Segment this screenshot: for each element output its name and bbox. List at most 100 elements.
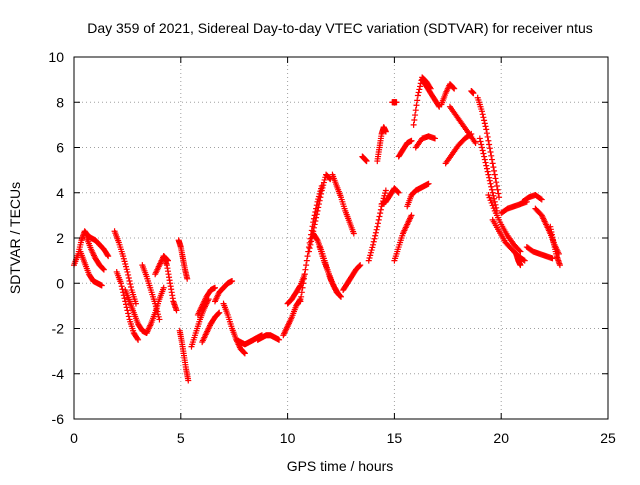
series-arc-45 — [485, 192, 524, 255]
data-point-marker — [486, 145, 493, 152]
data-point-marker — [485, 192, 492, 199]
y-tick-label: 0 — [56, 275, 64, 291]
data-point-marker — [556, 262, 563, 269]
data-point-marker — [375, 220, 382, 227]
data-point-marker — [491, 195, 498, 202]
data-point-marker — [104, 251, 111, 258]
data-point-marker — [305, 248, 312, 255]
data-point-marker — [316, 197, 323, 204]
data-point-marker — [301, 271, 308, 278]
data-point-marker — [216, 309, 223, 316]
data-point-marker — [125, 313, 132, 320]
series-arc-50 — [523, 244, 556, 262]
data-point-marker — [516, 247, 523, 254]
data-point-marker — [120, 253, 127, 260]
y-tick-label: 4 — [56, 185, 64, 201]
data-point-marker — [320, 179, 327, 186]
data-point-marker — [132, 300, 139, 307]
data-point-marker — [487, 197, 494, 204]
y-axis-label: SDTVAR / TECUs — [7, 182, 23, 294]
data-point-marker — [549, 255, 556, 262]
data-point-marker — [118, 283, 125, 290]
data-point-marker — [470, 90, 477, 97]
data-point-marker — [412, 107, 419, 114]
data-point-marker — [306, 245, 313, 252]
data-point-marker — [484, 133, 491, 140]
data-point-marker — [431, 135, 438, 142]
data-point-marker — [486, 141, 493, 148]
data-point-marker — [300, 275, 307, 282]
data-point-marker — [488, 199, 495, 206]
data-point-marker — [481, 120, 488, 127]
data-point-marker — [122, 261, 129, 268]
data-point-marker — [372, 229, 379, 236]
x-tick-label: 20 — [493, 430, 509, 446]
data-point-marker — [356, 262, 363, 269]
data-point-marker — [492, 175, 499, 182]
data-point-marker — [412, 112, 419, 119]
series-arc-31 — [378, 185, 402, 208]
data-point-marker — [472, 139, 479, 146]
y-tick-label: -2 — [52, 321, 65, 337]
data-point-marker — [302, 266, 309, 273]
data-point-marker — [184, 275, 191, 282]
data-point-marker — [315, 201, 322, 208]
data-point-marker — [408, 212, 415, 219]
data-point-marker — [425, 180, 432, 187]
data-point-marker — [393, 99, 400, 106]
data-point-marker — [489, 189, 496, 196]
data-point-marker — [479, 147, 486, 154]
tick-layer: 0 5 10 15 20 25 -6 -4 -2 0 2 4 6 8 10 — [48, 49, 616, 446]
data-point-marker — [488, 186, 495, 193]
x-tick-label: 25 — [600, 430, 616, 446]
series-arc-52 — [547, 223, 563, 269]
data-point-marker — [298, 293, 305, 300]
x-tick-label: 5 — [177, 430, 185, 446]
data-point-marker — [321, 176, 328, 183]
y-tick-label: -4 — [52, 366, 65, 382]
data-point-marker — [241, 350, 248, 357]
data-point-marker — [318, 190, 325, 197]
data-point-marker — [483, 165, 490, 172]
data-point-marker — [318, 187, 325, 194]
data-point-marker — [100, 266, 107, 273]
series-arc-30 — [374, 124, 389, 165]
y-tick-label: 8 — [56, 94, 64, 110]
data-point-marker — [173, 307, 180, 314]
data-point-marker — [372, 232, 379, 239]
data-point-marker — [382, 187, 389, 194]
series-arc-10 — [160, 253, 180, 314]
series-arc-32 — [389, 99, 400, 106]
data-point-marker — [413, 102, 420, 109]
data-point-marker — [365, 257, 372, 264]
data-point-marker — [105, 253, 112, 260]
series-arc-15 — [199, 309, 223, 346]
data-point-marker — [315, 204, 322, 211]
data-point-marker — [488, 152, 495, 159]
data-point-marker — [134, 335, 141, 342]
data-point-marker — [374, 223, 381, 230]
data-point-marker — [481, 153, 488, 160]
series-arc-41 — [446, 103, 479, 146]
data-point-marker — [486, 174, 493, 181]
y-tick-label: 6 — [56, 140, 64, 156]
series-arc-16 — [211, 277, 236, 305]
data-point-marker — [414, 97, 421, 104]
series-arc-28 — [359, 153, 370, 165]
data-point-marker — [312, 218, 319, 225]
data-point-marker — [307, 241, 314, 248]
x-axis-label: GPS time / hours — [287, 458, 394, 474]
data-point-marker — [211, 284, 218, 291]
data-point-marker — [487, 149, 494, 156]
data-point-marker — [450, 84, 457, 91]
data-point-marker — [487, 180, 494, 187]
data-point-marker — [478, 141, 485, 148]
data-point-marker — [495, 190, 502, 197]
data-point-marker — [480, 150, 487, 157]
data-point-marker — [496, 194, 503, 201]
data-point-marker — [382, 190, 389, 197]
data-point-marker — [296, 297, 303, 304]
series-arc-43 — [474, 94, 503, 201]
series-arc-34 — [395, 137, 415, 160]
